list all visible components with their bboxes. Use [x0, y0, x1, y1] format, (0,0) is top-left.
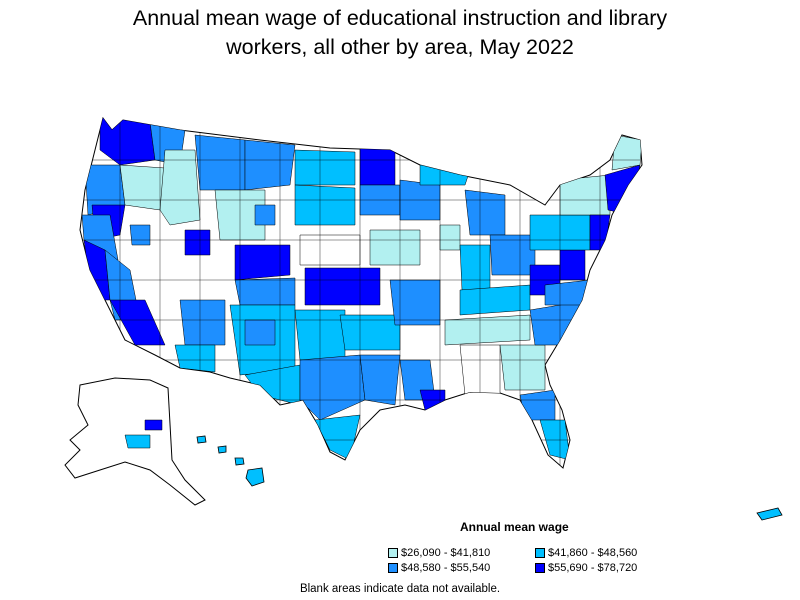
region-montana-east: [244, 139, 296, 191]
legend-label-2: $41,860 - $48,560: [548, 547, 638, 559]
region-idaho: [159, 149, 201, 226]
region-arizona-south: [174, 344, 216, 373]
region-indiana: [459, 244, 491, 291]
region-alaska-southcentral: [124, 434, 151, 449]
region-dc-baltimore: [559, 249, 586, 281]
region-missouri: [389, 279, 441, 326]
region-minnesota-north: [359, 139, 396, 186]
map-title: Annual mean wage of educational instruct…: [0, 4, 800, 62]
legend-swatch-3: [388, 563, 398, 573]
region-kansas: [304, 267, 381, 306]
region-alaska-anchorage: [144, 419, 163, 431]
region-north-dakota: [294, 149, 356, 186]
region-california-south: [109, 299, 166, 346]
region-nebraska: [299, 234, 361, 266]
region-arizona-phoenix: [179, 299, 226, 346]
region-iowa: [369, 229, 421, 266]
map-title-line-2: workers, all other by area, May 2022: [226, 35, 574, 59]
region-texas-central: [299, 354, 366, 421]
region-texas-south: [314, 414, 361, 461]
region-colorado-front-range: [234, 244, 291, 281]
region-texas-east: [359, 354, 401, 406]
legend-swatch-1: [388, 548, 398, 558]
region-south-dakota: [294, 184, 356, 226]
region-oregon-central: [119, 164, 166, 211]
legend-swatch-4: [535, 563, 545, 573]
region-georgia: [499, 344, 546, 391]
puerto-rico: [756, 507, 783, 521]
region-montana-west: [194, 134, 246, 191]
legend-item-3: $48,580 - $55,540: [388, 562, 490, 574]
region-ohio: [489, 234, 536, 276]
legend-title: Annual mean wage: [460, 520, 569, 534]
hawaii: [196, 435, 265, 487]
region-nevada-reno: [129, 224, 151, 246]
region-utah-slc: [184, 229, 211, 256]
region-maine: [611, 134, 642, 171]
region-oklahoma: [339, 314, 401, 351]
region-chicago: [439, 224, 461, 251]
region-colorado-south: [234, 277, 296, 306]
region-florida-north: [519, 389, 556, 421]
region-wyoming-east: [254, 204, 276, 226]
legend-label-1: $26,090 - $41,810: [401, 547, 491, 559]
region-kentucky: [459, 284, 531, 316]
footnote: Blank areas indicate data not available.: [299, 583, 501, 595]
region-new-mexico-central: [244, 319, 276, 346]
region-tennessee: [444, 314, 531, 346]
map-title-line-1: Annual mean wage of educational instruct…: [132, 6, 668, 30]
legend-swatch-2: [535, 548, 545, 558]
legend-item-4: $55,690 - $78,720: [535, 562, 637, 574]
region-michigan-lower: [464, 189, 506, 236]
legend-item-2: $41,860 - $48,560: [535, 547, 637, 559]
area-borders: [80, 118, 640, 468]
region-new-york: [559, 174, 611, 216]
legend-label-3: $48,580 - $55,540: [401, 562, 491, 574]
legend-item-1: $26,090 - $41,810: [388, 547, 490, 559]
legend-label-4: $55,690 - $78,720: [548, 562, 638, 574]
